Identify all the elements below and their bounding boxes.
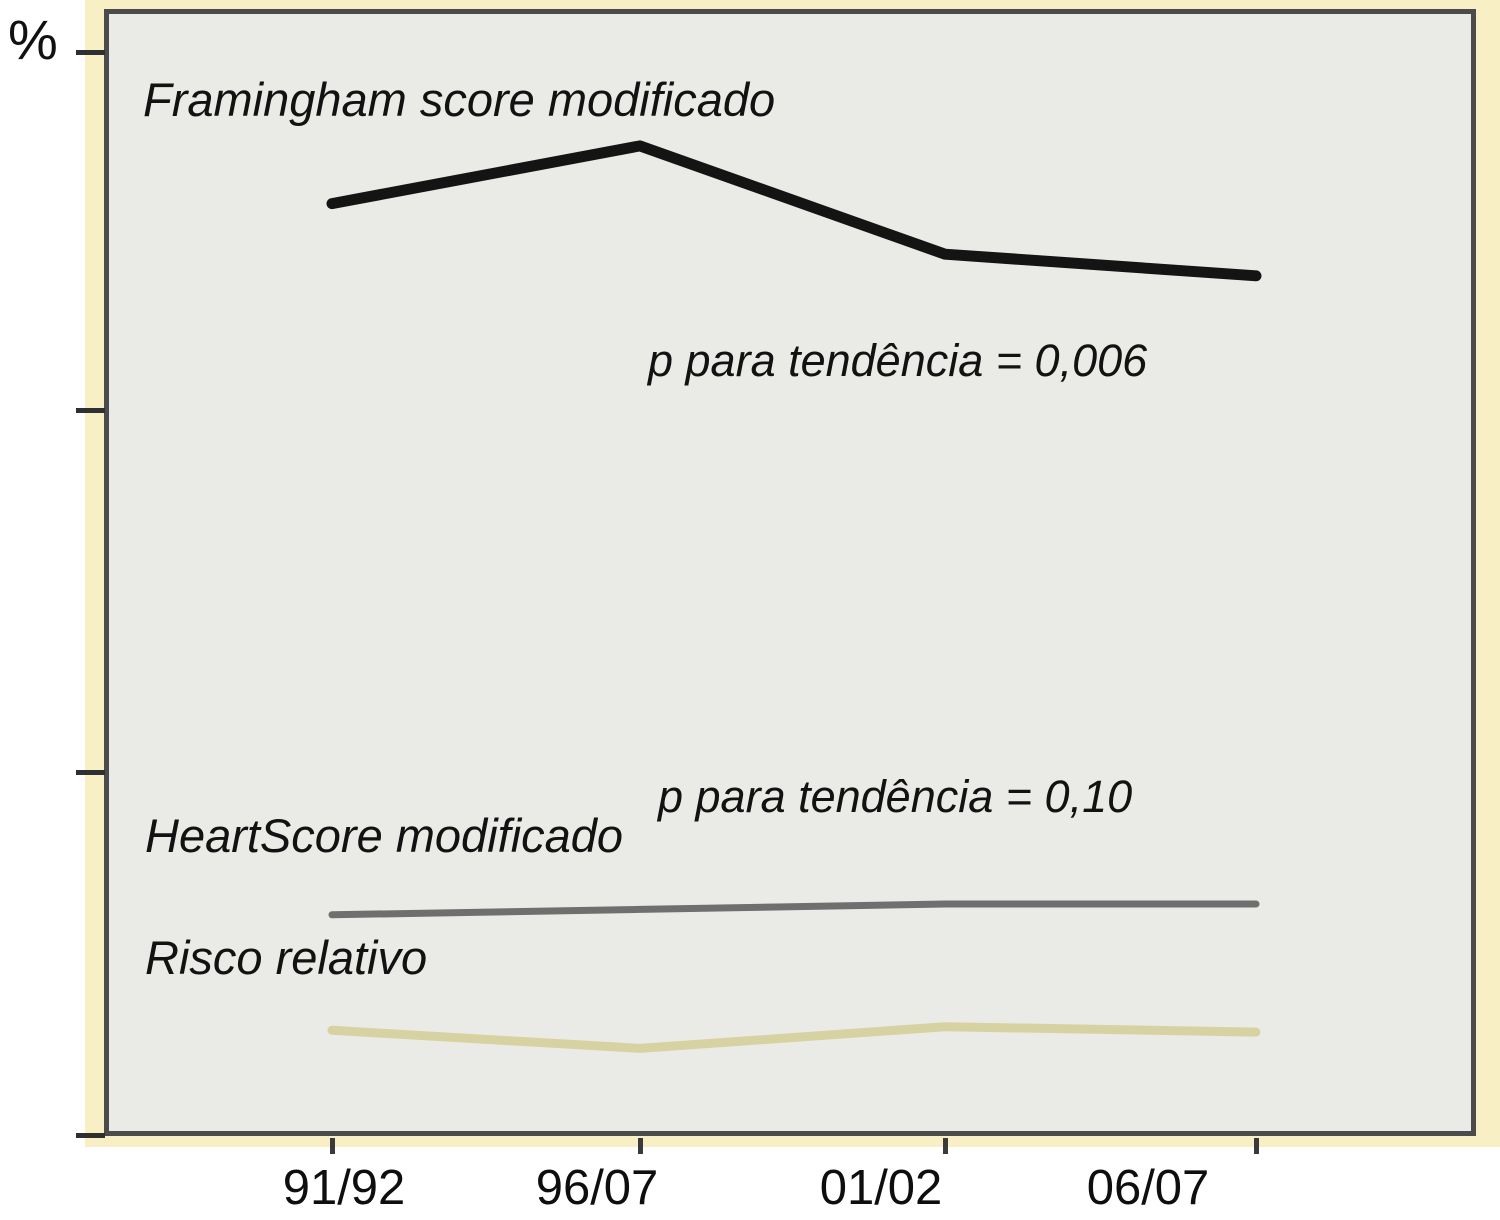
x-tick-mark <box>638 1138 643 1154</box>
p-value-annotation-framingham: p para tendência = 0,006 <box>648 335 1148 386</box>
y-axis-label: % <box>8 8 59 71</box>
x-axis-tick-label: 06/07 <box>1086 1161 1210 1215</box>
x-tick-mark <box>1254 1138 1259 1154</box>
x-axis-tick-label: 01/02 <box>819 1161 943 1215</box>
x-tick-mark <box>943 1138 948 1154</box>
series-label-risco: Risco relativo <box>145 931 428 984</box>
series-label-heartscore: HeartScore modificado <box>145 809 624 862</box>
y-tick-mark <box>76 770 105 775</box>
y-tick-mark <box>76 1133 105 1138</box>
x-tick-mark <box>330 1138 335 1154</box>
y-tick-mark <box>76 50 105 55</box>
x-axis-tick-label: 91/92 <box>282 1161 406 1215</box>
p-value-annotation-heartscore: p para tendência = 0,10 <box>658 771 1133 822</box>
y-tick-mark <box>76 408 105 413</box>
x-axis-tick-label: 96/07 <box>535 1161 659 1215</box>
series-label-framingham: Framingham score modificado <box>143 73 776 126</box>
